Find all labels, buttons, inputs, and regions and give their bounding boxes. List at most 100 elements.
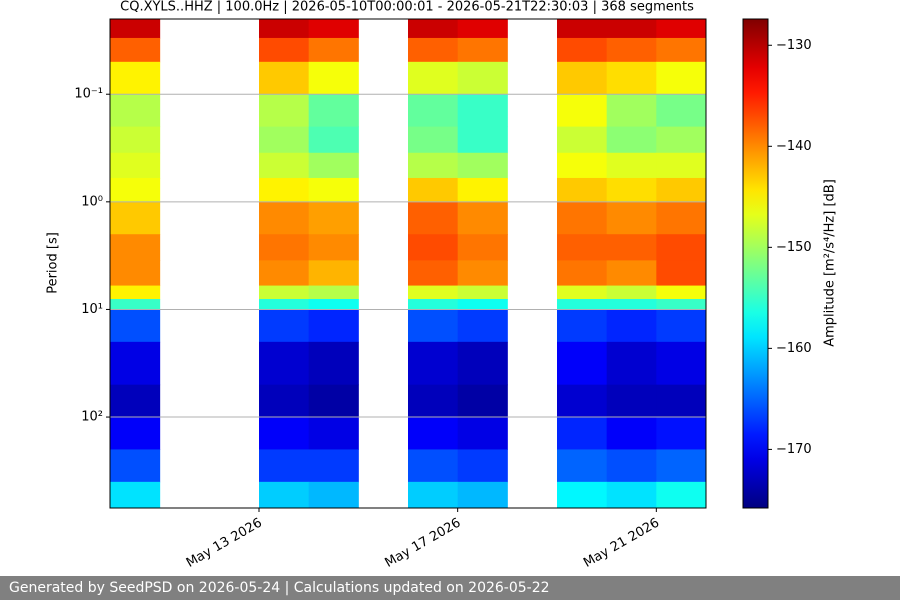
- heatmap-cell: [606, 384, 657, 418]
- heatmap-cell: [110, 299, 161, 310]
- heatmap-cell: [606, 94, 657, 128]
- heatmap-cell: [656, 285, 707, 300]
- y-tick-label: 10⁻¹: [74, 87, 103, 102]
- heatmap-cell: [408, 234, 459, 261]
- y-tick-label: 10⁰: [81, 194, 103, 209]
- heatmap-cell: [557, 417, 608, 450]
- heatmap-cell: [557, 481, 608, 509]
- colorbar-tick-label: −170: [776, 442, 812, 457]
- heatmap-cell: [656, 177, 707, 203]
- heatmap-cell: [656, 126, 707, 154]
- heatmap-cell: [606, 309, 657, 343]
- x-tick-label: May 21 2026: [581, 516, 662, 571]
- heatmap-cell: [408, 260, 459, 287]
- heatmap-cell: [457, 152, 508, 179]
- heatmap-cell: [408, 341, 459, 386]
- heatmap-cell: [606, 341, 657, 386]
- heatmap-cell: [656, 309, 707, 343]
- heatmap-cell: [308, 285, 359, 300]
- heatmap-cell: [457, 94, 508, 128]
- heatmap-cell: [557, 94, 608, 128]
- heatmap-cell: [656, 19, 707, 39]
- heatmap-cell: [606, 19, 657, 39]
- heatmap-cell: [606, 285, 657, 300]
- heatmap-cell: [656, 152, 707, 179]
- heatmap-cell: [656, 384, 707, 418]
- heatmap-cell: [408, 94, 459, 128]
- heatmap-cell: [457, 481, 508, 509]
- heatmap-cell: [110, 37, 161, 63]
- heatmap-cell: [259, 260, 310, 287]
- heatmap-cell: [457, 61, 508, 95]
- plot-frame: [109, 18, 707, 509]
- heatmap-cell: [606, 201, 657, 235]
- heatmap-cell: [557, 19, 608, 39]
- heatmap-cell: [408, 152, 459, 179]
- heatmap-cell: [557, 260, 608, 287]
- heatmap-cell: [457, 177, 508, 203]
- heatmap-cell: [656, 61, 707, 95]
- y-tick-label: 10¹: [81, 302, 103, 317]
- heatmap-cell: [259, 152, 310, 179]
- heatmap-cell: [308, 126, 359, 154]
- y-axis-label: Period [s]: [46, 232, 61, 294]
- heatmap-cell: [259, 37, 310, 63]
- heatmap-cell: [557, 152, 608, 179]
- heatmap-cell: [259, 234, 310, 261]
- heatmap-cell: [408, 417, 459, 450]
- heatmap-cell: [457, 201, 508, 235]
- heatmap-cell: [457, 384, 508, 418]
- heatmap-cell: [557, 384, 608, 418]
- heatmap-cell: [308, 201, 359, 235]
- heatmap-cell: [557, 126, 608, 154]
- heatmap-cell: [308, 177, 359, 203]
- heatmap-cell: [110, 260, 161, 287]
- footer: Generated by SeedPSD on 2026-05-24 | Cal…: [0, 576, 900, 600]
- heatmap-cell: [259, 201, 310, 235]
- heatmap-cell: [457, 37, 508, 63]
- x-tick-label: May 13 2026: [184, 516, 265, 571]
- heatmap-cell: [408, 299, 459, 310]
- heatmap-cell: [110, 152, 161, 179]
- heatmap-cell: [557, 285, 608, 300]
- heatmap-cell: [606, 126, 657, 154]
- heatmap-cell: [259, 94, 310, 128]
- heatmap-cell: [110, 384, 161, 418]
- heatmap-cell: [557, 37, 608, 63]
- heatmap-cell: [457, 234, 508, 261]
- heatmap-cell: [656, 449, 707, 483]
- heatmap-cell: [308, 37, 359, 63]
- heatmap-cell: [308, 260, 359, 287]
- heatmap: [110, 19, 707, 509]
- chart: CQ.XYLS..HHZ | 100.0Hz | 2026-05-10T00:0…: [46, 0, 838, 571]
- heatmap-cell: [308, 384, 359, 418]
- heatmap-cell: [457, 285, 508, 300]
- heatmap-cell: [606, 449, 657, 483]
- heatmap-cell: [606, 481, 657, 509]
- heatmap-cell: [656, 341, 707, 386]
- heatmap-cell: [308, 19, 359, 39]
- heatmap-cell: [259, 19, 310, 39]
- heatmap-cell: [110, 449, 161, 483]
- heatmap-cell: [606, 37, 657, 63]
- heatmap-cell: [110, 126, 161, 154]
- heatmap-cell: [259, 341, 310, 386]
- heatmap-cell: [457, 299, 508, 310]
- heatmap-cell: [408, 126, 459, 154]
- heatmap-cell: [656, 417, 707, 450]
- heatmap-cell: [457, 126, 508, 154]
- heatmap-cell: [308, 94, 359, 128]
- heatmap-cell: [606, 260, 657, 287]
- heatmap-cell: [557, 61, 608, 95]
- heatmap-cell: [656, 299, 707, 310]
- heatmap-cell: [557, 309, 608, 343]
- heatmap-cell: [308, 152, 359, 179]
- heatmap-cell: [110, 61, 161, 95]
- heatmap-cell: [557, 201, 608, 235]
- heatmap-cell: [656, 94, 707, 128]
- heatmap-cell: [656, 234, 707, 261]
- heatmap-cell: [656, 481, 707, 509]
- heatmap-cell: [259, 299, 310, 310]
- heatmap-cell: [110, 177, 161, 203]
- heatmap-cell: [308, 481, 359, 509]
